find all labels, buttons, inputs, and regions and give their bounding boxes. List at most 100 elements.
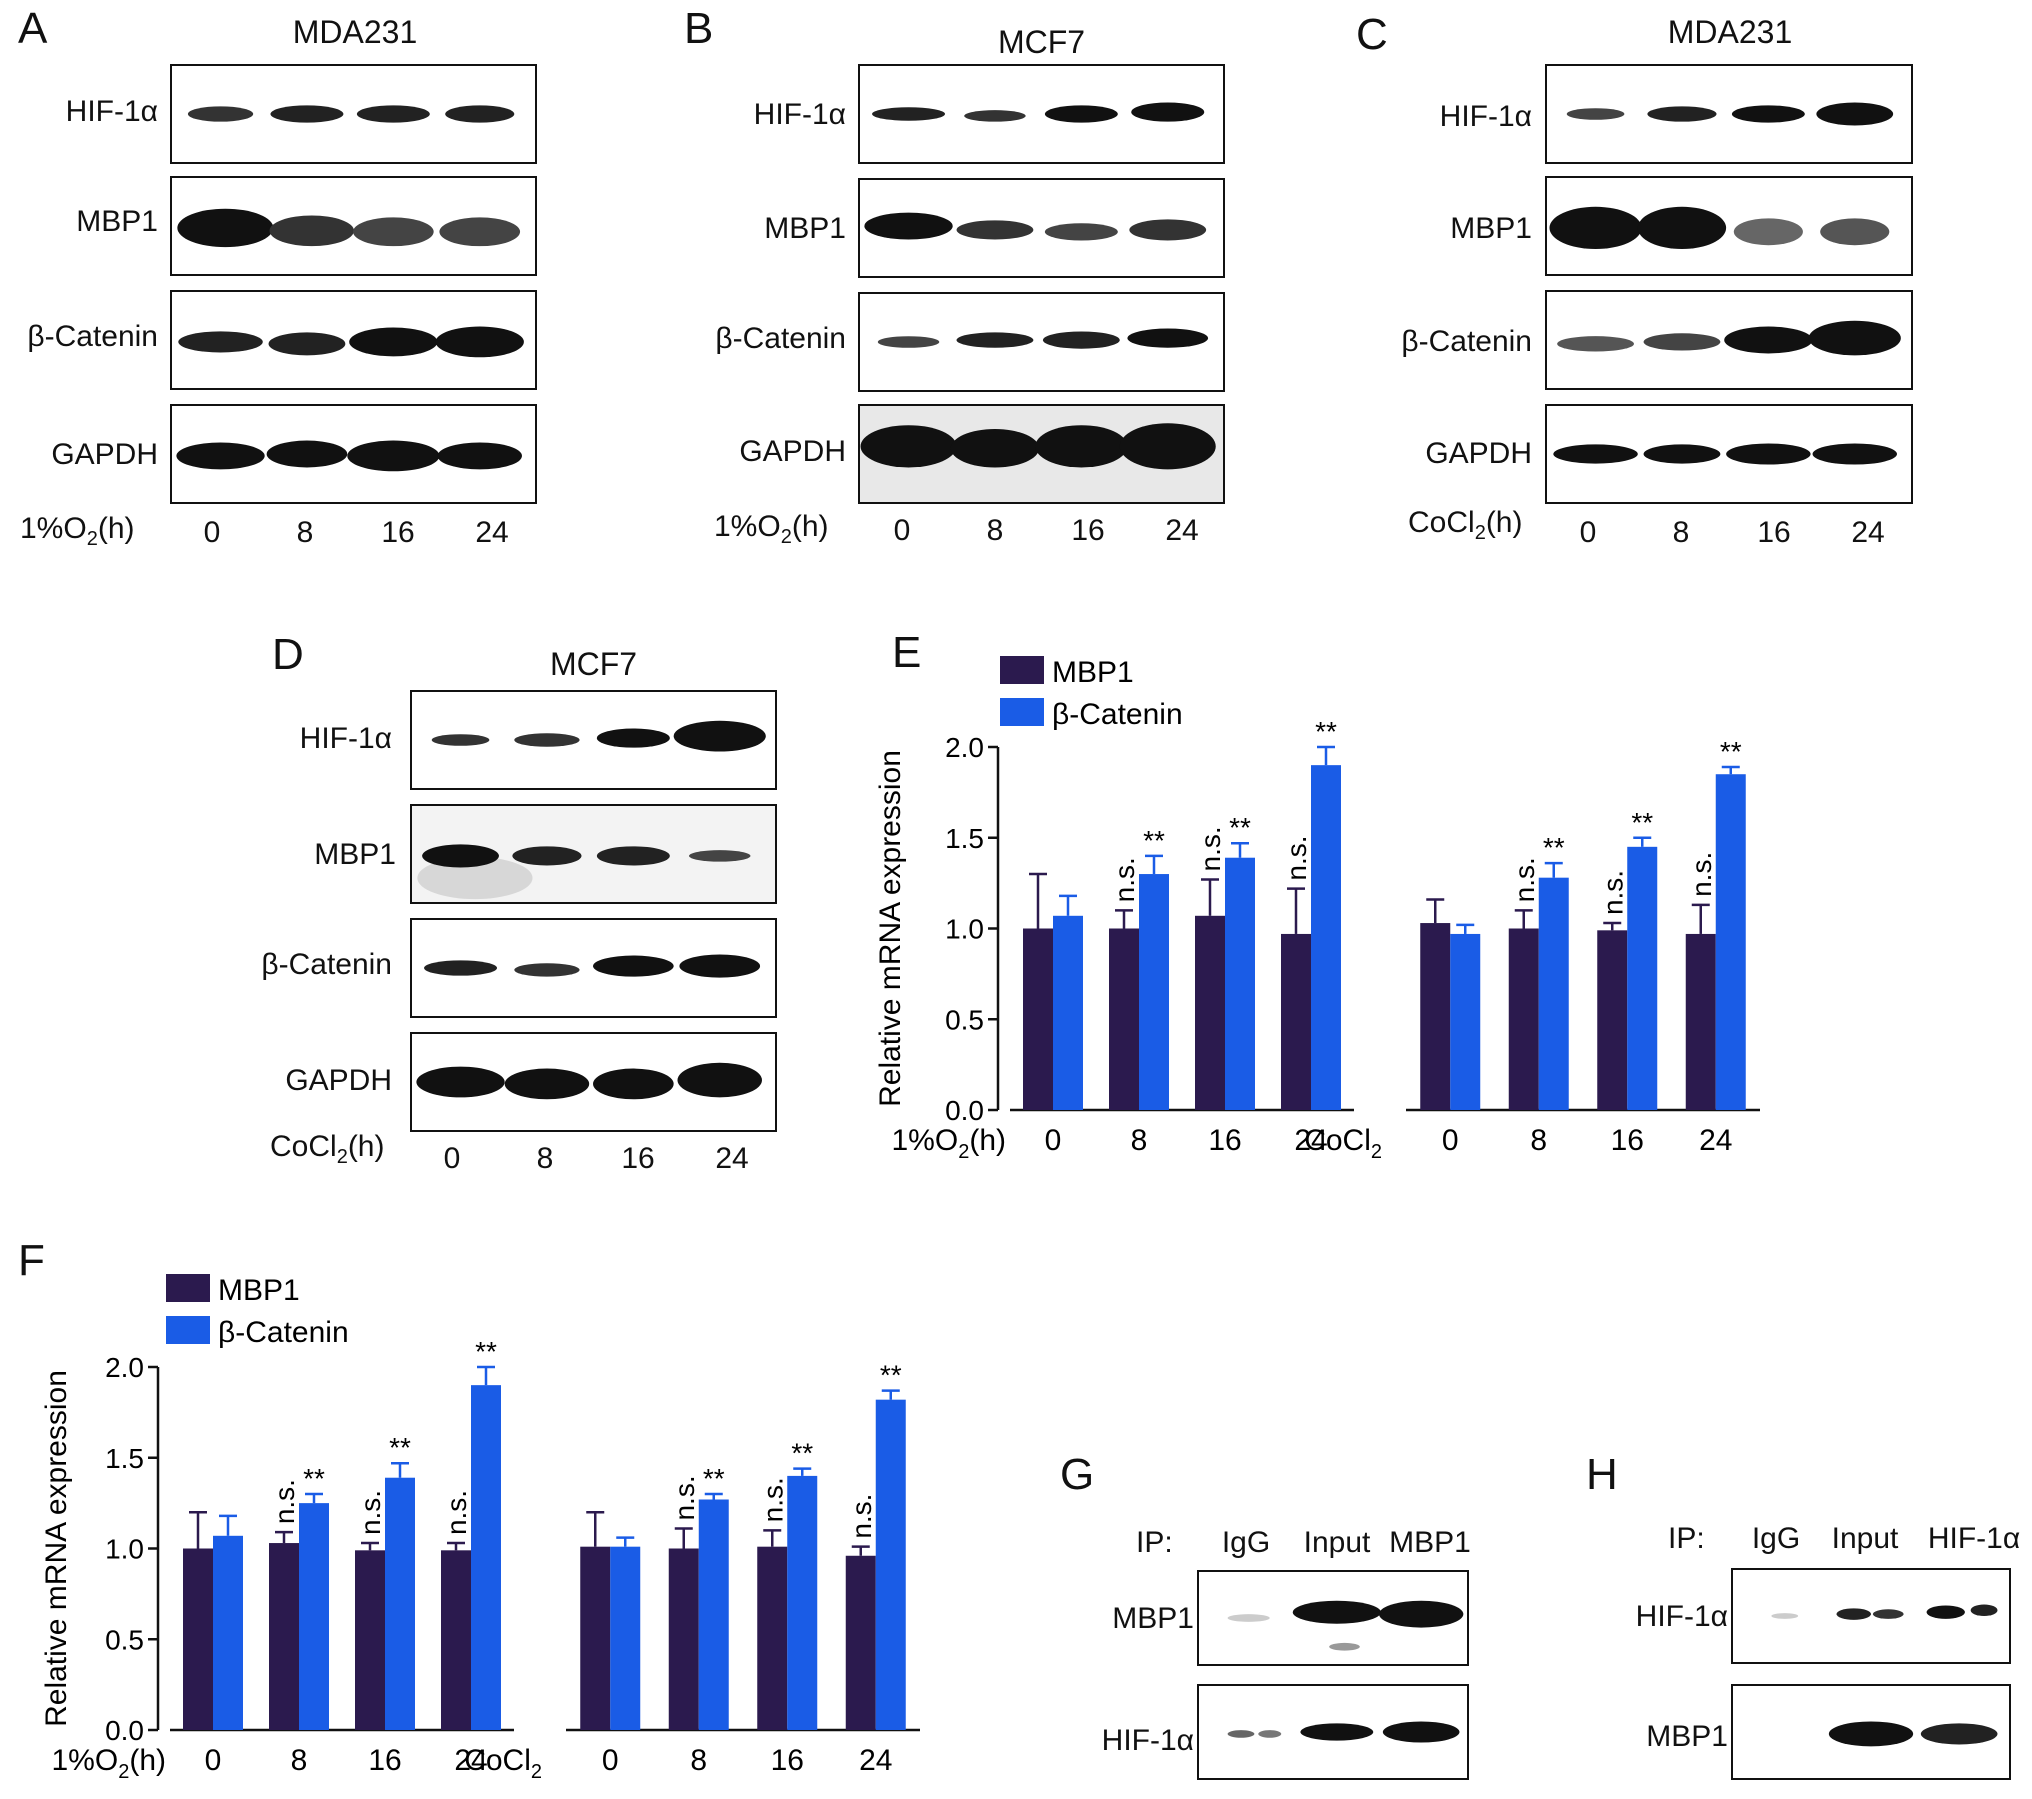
x-tick-label: 24: [1699, 1124, 1732, 1157]
blot-band-strip: [410, 1032, 777, 1132]
x-tick-label: 8: [291, 1744, 308, 1777]
x-tick-label: 0: [1442, 1124, 1459, 1157]
x-group-label: 1%O2(h): [52, 1744, 167, 1783]
panel-b-time: 8: [986, 514, 1004, 547]
significance-label: **: [1631, 807, 1653, 838]
panel-b-time: 16: [1071, 514, 1105, 547]
y-tick-label: 1.5: [945, 823, 984, 854]
bar: [1109, 928, 1139, 1110]
panel-letter-c: C: [1356, 10, 1388, 59]
panel-d-time: 0: [443, 1142, 461, 1175]
blot-band-strip: [170, 404, 537, 504]
panel-b-time: 24: [1165, 514, 1199, 547]
panel-c-time: 24: [1851, 516, 1885, 549]
x-tick-label: 16: [1208, 1124, 1241, 1157]
y-tick-label: 1.0: [105, 1534, 144, 1565]
panel-c-time: 8: [1672, 516, 1690, 549]
bar: [580, 1546, 611, 1730]
significance-label: n.s.: [1597, 870, 1628, 915]
significance-label: n.s.: [1195, 826, 1226, 871]
significance-label: **: [791, 1438, 813, 1469]
y-tick-label: 0.0: [945, 1095, 984, 1126]
significance-label: n.s.: [846, 1494, 877, 1539]
panel-g-lane-label: IgG: [1221, 1526, 1271, 1559]
panel-d-time: 24: [715, 1142, 749, 1175]
x-group-label: 1%O2(h): [892, 1124, 1007, 1163]
panel-d-time: 16: [621, 1142, 655, 1175]
bar: [875, 1399, 906, 1730]
panel-g-lane-label: MBP1: [1389, 1526, 1471, 1559]
significance-label: n.s.: [757, 1477, 788, 1522]
significance-label: n.s.: [269, 1479, 300, 1524]
x-tick-label: 8: [1131, 1124, 1148, 1157]
legend-label: β-Catenin: [1052, 698, 1183, 731]
bar: [1225, 857, 1255, 1110]
bar: [845, 1555, 876, 1730]
panel-letter-d: D: [272, 630, 304, 679]
panel-d-row-label: HIF-1α: [299, 722, 392, 755]
significance-label: n.s.: [669, 1475, 700, 1520]
bar: [441, 1550, 471, 1730]
bar: [1311, 765, 1341, 1110]
y-tick-label: 0.0: [105, 1715, 144, 1746]
x-tick-label: 0: [1045, 1124, 1062, 1157]
y-tick-label: 2.0: [945, 732, 984, 763]
bar: [385, 1477, 415, 1730]
panel-g-row-label: HIF-1α: [1101, 1724, 1194, 1757]
panel-a-time: 8: [296, 516, 314, 549]
blot-band-strip: [410, 804, 777, 904]
significance-label: n.s.: [1686, 852, 1717, 897]
x-group-label: CoCl2: [464, 1744, 542, 1783]
bar: [1281, 933, 1311, 1110]
x-group-label-tail: (h): [969, 1124, 1006, 1157]
y-tick-label: 1.5: [105, 1443, 144, 1474]
bar: [757, 1546, 788, 1730]
bar: [1597, 930, 1628, 1110]
panel-letter-g: G: [1060, 1450, 1095, 1499]
panel-b-row-label: GAPDH: [739, 435, 846, 468]
legend-swatch: [1000, 656, 1044, 684]
panel-letter-f: F: [18, 1236, 45, 1285]
significance-label: **: [1229, 812, 1251, 843]
blot-band-strip: [858, 178, 1225, 278]
x-group-label-subscript: 2: [531, 1761, 542, 1783]
blot-band-strip: [410, 918, 777, 1018]
x-tick-label: 0: [205, 1744, 222, 1777]
x-tick-label: 16: [1611, 1124, 1644, 1157]
blot-band-strip: [858, 404, 1225, 504]
x-group-label-tail: (h): [129, 1744, 166, 1777]
panel-c-row-label: GAPDH: [1425, 437, 1532, 470]
panel-b-xlabel: 1%O2(h): [714, 510, 829, 548]
panel-d-title: MCF7: [549, 646, 638, 682]
bar: [668, 1548, 699, 1730]
bar: [299, 1503, 329, 1730]
significance-label: **: [303, 1463, 325, 1494]
significance-label: **: [880, 1360, 902, 1391]
x-tick-label: 0: [602, 1744, 619, 1777]
x-tick-label: 16: [771, 1744, 804, 1777]
blot-band-strip: [1731, 1568, 2011, 1664]
blot-band-strip: [1545, 404, 1913, 504]
panel-d-row-label: β-Catenin: [261, 948, 392, 981]
panel-d-xlabel: CoCl2(h): [270, 1130, 385, 1168]
significance-label: n.s.: [1109, 857, 1140, 902]
blot-band-strip: [1545, 290, 1913, 390]
x-tick-label: 8: [1530, 1124, 1547, 1157]
panel-d-row-label: GAPDH: [285, 1064, 392, 1097]
x-tick-label: 24: [454, 1744, 487, 1777]
panel-h-ip-label: IP:: [1668, 1522, 1705, 1555]
panel-c-title: MDA231: [1667, 14, 1793, 50]
bar: [269, 1543, 299, 1730]
chart-e: 0.0 0.5 1.0 1.5 2.0 Relative mRNA expression M…: [874, 656, 1760, 1163]
panel-g-ip-label: IP:: [1136, 1526, 1173, 1559]
panel-a-row-label: GAPDH: [51, 438, 158, 471]
bar: [355, 1550, 385, 1730]
panel-a-row-label: HIF-1α: [65, 95, 158, 128]
bar: [183, 1548, 213, 1730]
panel-h-row-label: HIF-1α: [1635, 1600, 1728, 1633]
legend-label: MBP1: [218, 1274, 300, 1307]
panel-g-lane-label: Input: [1303, 1526, 1371, 1559]
legend-swatch: [166, 1316, 210, 1344]
y-axis-label: Relative mRNA expression: [40, 1370, 73, 1727]
bar: [1450, 933, 1481, 1110]
